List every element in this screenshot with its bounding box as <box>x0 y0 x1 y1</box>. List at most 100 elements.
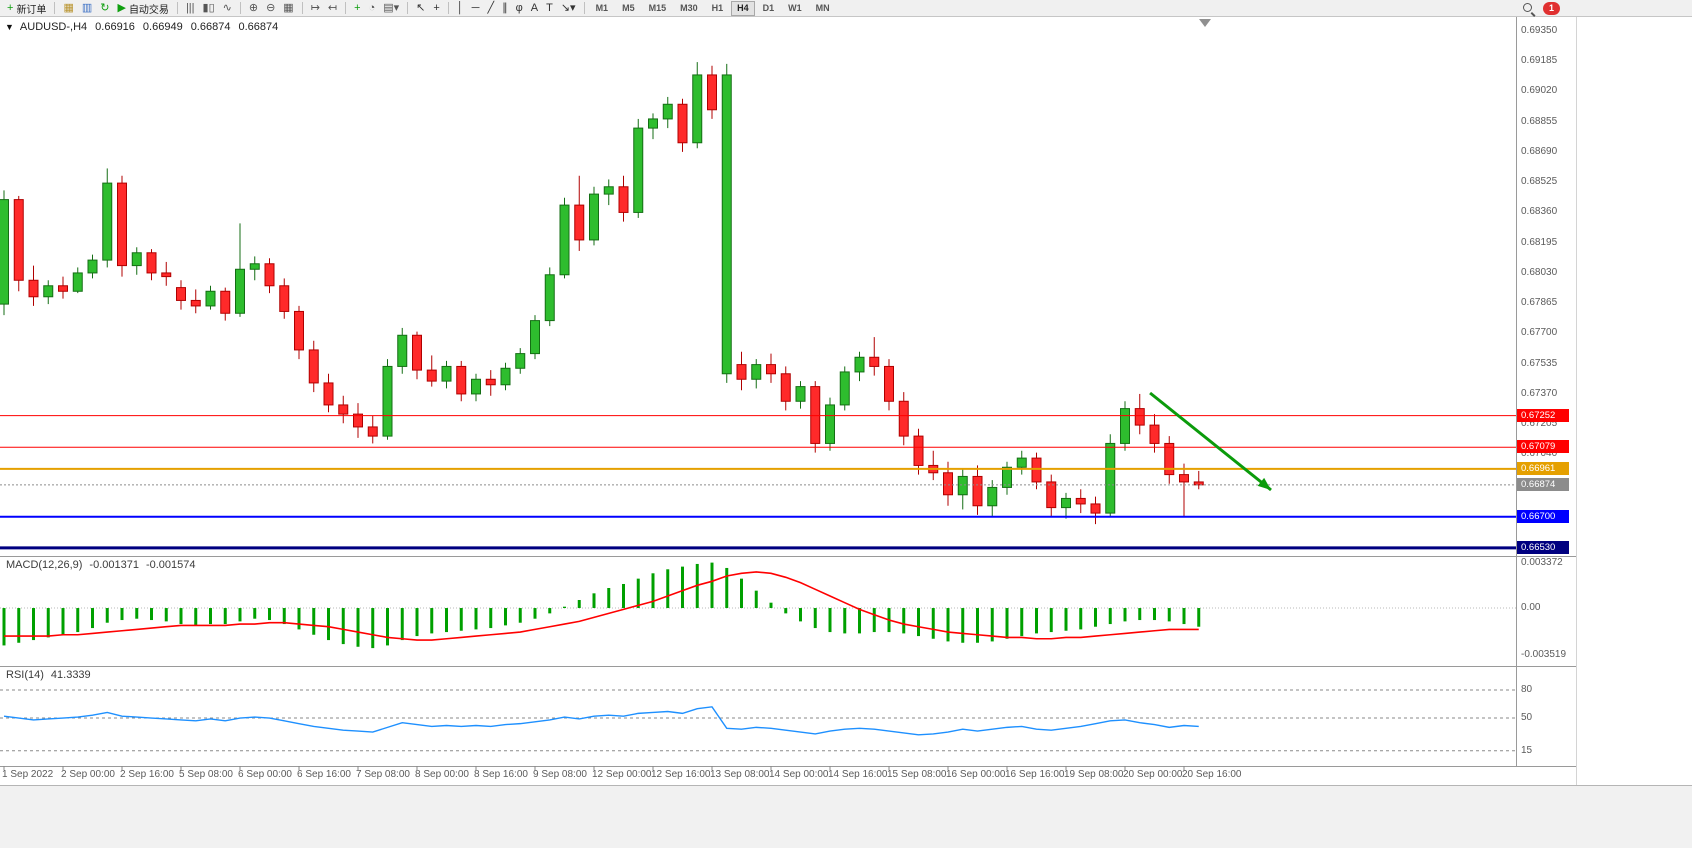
new-order-button[interactable]: + 新订单 <box>4 1 49 16</box>
price-axis-label: 0.68360 <box>1521 206 1558 218</box>
price-axis-label: 0.68525 <box>1521 176 1558 188</box>
time-axis-label: 6 Sep 00:00 <box>238 769 292 780</box>
profiles-button[interactable]: ▥ <box>79 1 95 16</box>
text-icon: A <box>530 2 539 14</box>
timeframe-h4-button[interactable]: H4 <box>731 0 755 16</box>
time-axis-label: 12 Sep 16:00 <box>651 769 711 780</box>
text-label-button[interactable]: T <box>543 1 556 16</box>
auto-scroll-button[interactable]: ↦ <box>308 1 323 16</box>
equidistant-channel-button[interactable]: ∥ <box>499 1 511 16</box>
ohlc-open: 0.66916 <box>95 21 135 33</box>
new-chart-button[interactable]: ▦ <box>60 1 76 16</box>
window-bottom-strip <box>0 785 1692 848</box>
trendline-icon: ╱ <box>487 2 495 14</box>
time-axis-label: 7 Sep 08:00 <box>356 769 410 780</box>
timeframe-mn-button[interactable]: MN <box>815 2 830 13</box>
zoom-out-icon: ⊖ <box>266 2 276 14</box>
tile-windows-button[interactable]: ▦ <box>280 1 296 16</box>
current-price-tag: 0.66874 <box>1517 477 1569 491</box>
toolbar-separator <box>176 2 178 14</box>
price-line-tag: 0.67079 <box>1517 440 1569 454</box>
timeframe-h1-button[interactable]: H1 <box>711 2 724 13</box>
time-axis-label: 12 Sep 00:00 <box>592 769 652 780</box>
timeframe-m30-button[interactable]: M30 <box>680 2 698 13</box>
price-axis-label: 0.67865 <box>1521 297 1558 309</box>
price-axis-label: 0.69185 <box>1521 55 1558 67</box>
timeframe-m15-button[interactable]: M15 <box>648 2 667 13</box>
trend-arrow-object[interactable] <box>1149 391 1272 492</box>
bar-chart-button[interactable]: ||| <box>183 1 198 16</box>
toolbar-separator <box>301 2 303 14</box>
price-axis-label: 0.69020 <box>1521 85 1558 97</box>
line-chart-button[interactable]: ∿ <box>220 1 235 16</box>
timeframe-w1-button[interactable]: W1 <box>788 2 802 13</box>
horizontal-line-icon: ─ <box>471 2 480 14</box>
add-indicator-button[interactable]: + <box>351 1 363 16</box>
arrows-button[interactable]: ↘▾ <box>558 1 579 16</box>
timeframe-m1-button[interactable]: M1 <box>595 2 609 13</box>
toolbar-separator <box>447 2 449 14</box>
templates-button[interactable]: ▤▾ <box>380 1 402 16</box>
price-axis-label: 0.68690 <box>1521 145 1558 157</box>
macd-axis-label: 0.00 <box>1521 602 1541 614</box>
toolbar-separator <box>54 2 56 14</box>
templates-icon: ▤▾ <box>383 2 400 14</box>
refresh-button[interactable]: ↻ <box>97 1 112 16</box>
rsi-value: 41.3339 <box>50 669 91 681</box>
fibonacci-button[interactable]: φ <box>513 1 526 16</box>
crosshair-button[interactable]: + <box>430 1 442 16</box>
chart-shift-marker[interactable] <box>1199 19 1211 27</box>
timeframe-m5-button[interactable]: M5 <box>622 2 635 13</box>
toolbar-separator <box>239 2 241 14</box>
macd-axis-label: -0.003519 <box>1521 649 1567 661</box>
trendline-button[interactable]: ╱ <box>484 1 497 16</box>
new-chart-icon: ▦ <box>63 2 74 14</box>
rsi-axis-label: 80 <box>1521 684 1533 696</box>
auto-scroll-icon: ↦ <box>310 2 320 14</box>
timeframe-d1-button[interactable]: D1 <box>762 2 775 13</box>
periods-button[interactable]: ◔ <box>366 1 379 16</box>
candlestick-series <box>0 62 1204 525</box>
rsi-axis-label: 15 <box>1521 744 1533 756</box>
price-axis-label: 0.68030 <box>1521 266 1558 278</box>
time-axis-label: 2 Sep 16:00 <box>120 769 174 780</box>
rsi-line <box>3 706 1199 736</box>
refresh-icon: ↻ <box>100 2 110 14</box>
bar-chart-icon: ||| <box>185 2 195 14</box>
text-button[interactable]: A <box>528 1 541 16</box>
equidistant-channel-icon: ∥ <box>502 2 508 14</box>
cursor-button[interactable]: ↖ <box>413 1 428 16</box>
notifications-badge[interactable]: 1 <box>1543 2 1561 15</box>
price-axis-label: 0.67700 <box>1521 327 1558 339</box>
vertical-line-button[interactable]: │ <box>454 1 467 16</box>
zoom-in-button[interactable]: ⊕ <box>246 1 261 16</box>
time-axis-label: 2 Sep 00:00 <box>61 769 115 780</box>
cursor-icon: ↖ <box>416 2 426 14</box>
rsi-indicator-name: RSI(14) <box>6 669 44 681</box>
candlestick-chart-button[interactable]: ▮▯ <box>200 1 218 16</box>
one-click-trading-toggle[interactable]: ▼ <box>5 22 14 32</box>
time-axis-label: 5 Sep 08:00 <box>179 769 233 780</box>
chart-title: AUDUSD-,H4 <box>19 21 88 33</box>
time-axis-label: 1 Sep 2022 <box>2 769 54 780</box>
new-order-button-label: 新订单 <box>16 4 47 16</box>
macd-signal-line <box>4 571 1199 641</box>
profiles-icon: ▥ <box>81 2 93 14</box>
chart-shift-button[interactable]: ↤ <box>325 1 340 16</box>
horizontal-line-button[interactable]: ─ <box>469 1 483 16</box>
time-axis-label: 14 Sep 00:00 <box>769 769 829 780</box>
price-axis-label: 0.68195 <box>1521 236 1558 248</box>
time-axis-label: 16 Sep 00:00 <box>946 769 1006 780</box>
time-axis-label: 15 Sep 08:00 <box>887 769 947 780</box>
arrows-icon: ↘▾ <box>560 2 576 14</box>
periods-icon: ◔ <box>368 2 376 14</box>
macd-label: MACD(12,26,9) -0.001371 -0.001574 <box>6 559 196 571</box>
time-axis-label: 13 Sep 08:00 <box>710 769 770 780</box>
price-line-tag: 0.67252 <box>1517 408 1569 422</box>
price-line-tag: 0.66961 <box>1517 461 1569 475</box>
autotrading-button[interactable]: ▶ 自动交易 <box>114 1 171 16</box>
autotrading-button-label: 自动交易 <box>128 4 169 16</box>
zoom-out-button[interactable]: ⊖ <box>263 1 278 16</box>
search-icon[interactable] <box>1522 2 1535 15</box>
